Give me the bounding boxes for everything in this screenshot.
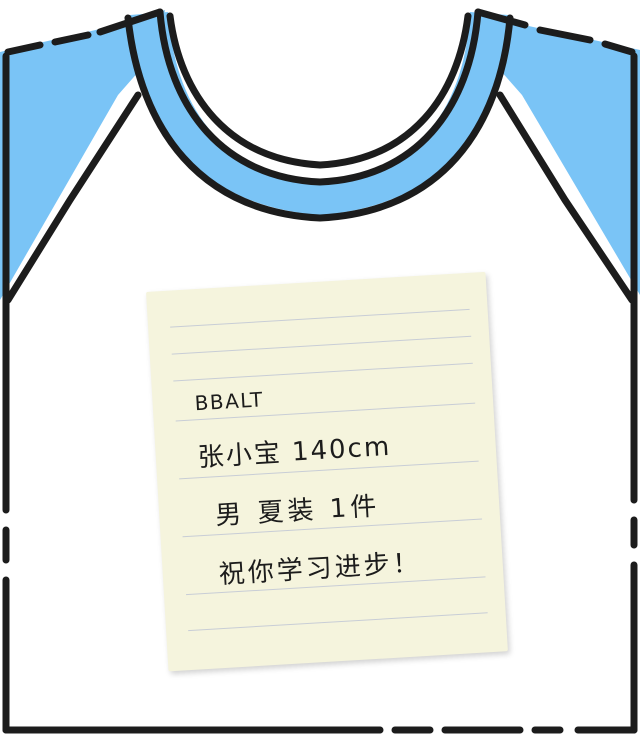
left-shoulder-outline [4, 8, 164, 56]
note-rule [170, 308, 470, 328]
neck-opening [170, 16, 468, 170]
right-raglan-seam [496, 91, 636, 304]
note-wish: 祝你学习进步！ [218, 548, 423, 591]
neckline-inner [166, 12, 472, 169]
right-sleeve [475, 10, 640, 295]
note-rule [171, 335, 472, 355]
note-rule [173, 362, 473, 382]
note-brand: BBALT [193, 387, 265, 416]
collar-inner-outline [156, 8, 482, 186]
right-shoulder-outline [474, 8, 636, 56]
collar-outer-outline [124, 14, 514, 222]
left-raglan-seam [4, 91, 142, 304]
handwritten-note: BBALT 张小宝 140cm 男 夏装 1件 祝你学习进步！ [146, 271, 508, 672]
note-rule [188, 612, 488, 632]
collar-band [130, 12, 508, 215]
left-sleeve [0, 10, 165, 300]
